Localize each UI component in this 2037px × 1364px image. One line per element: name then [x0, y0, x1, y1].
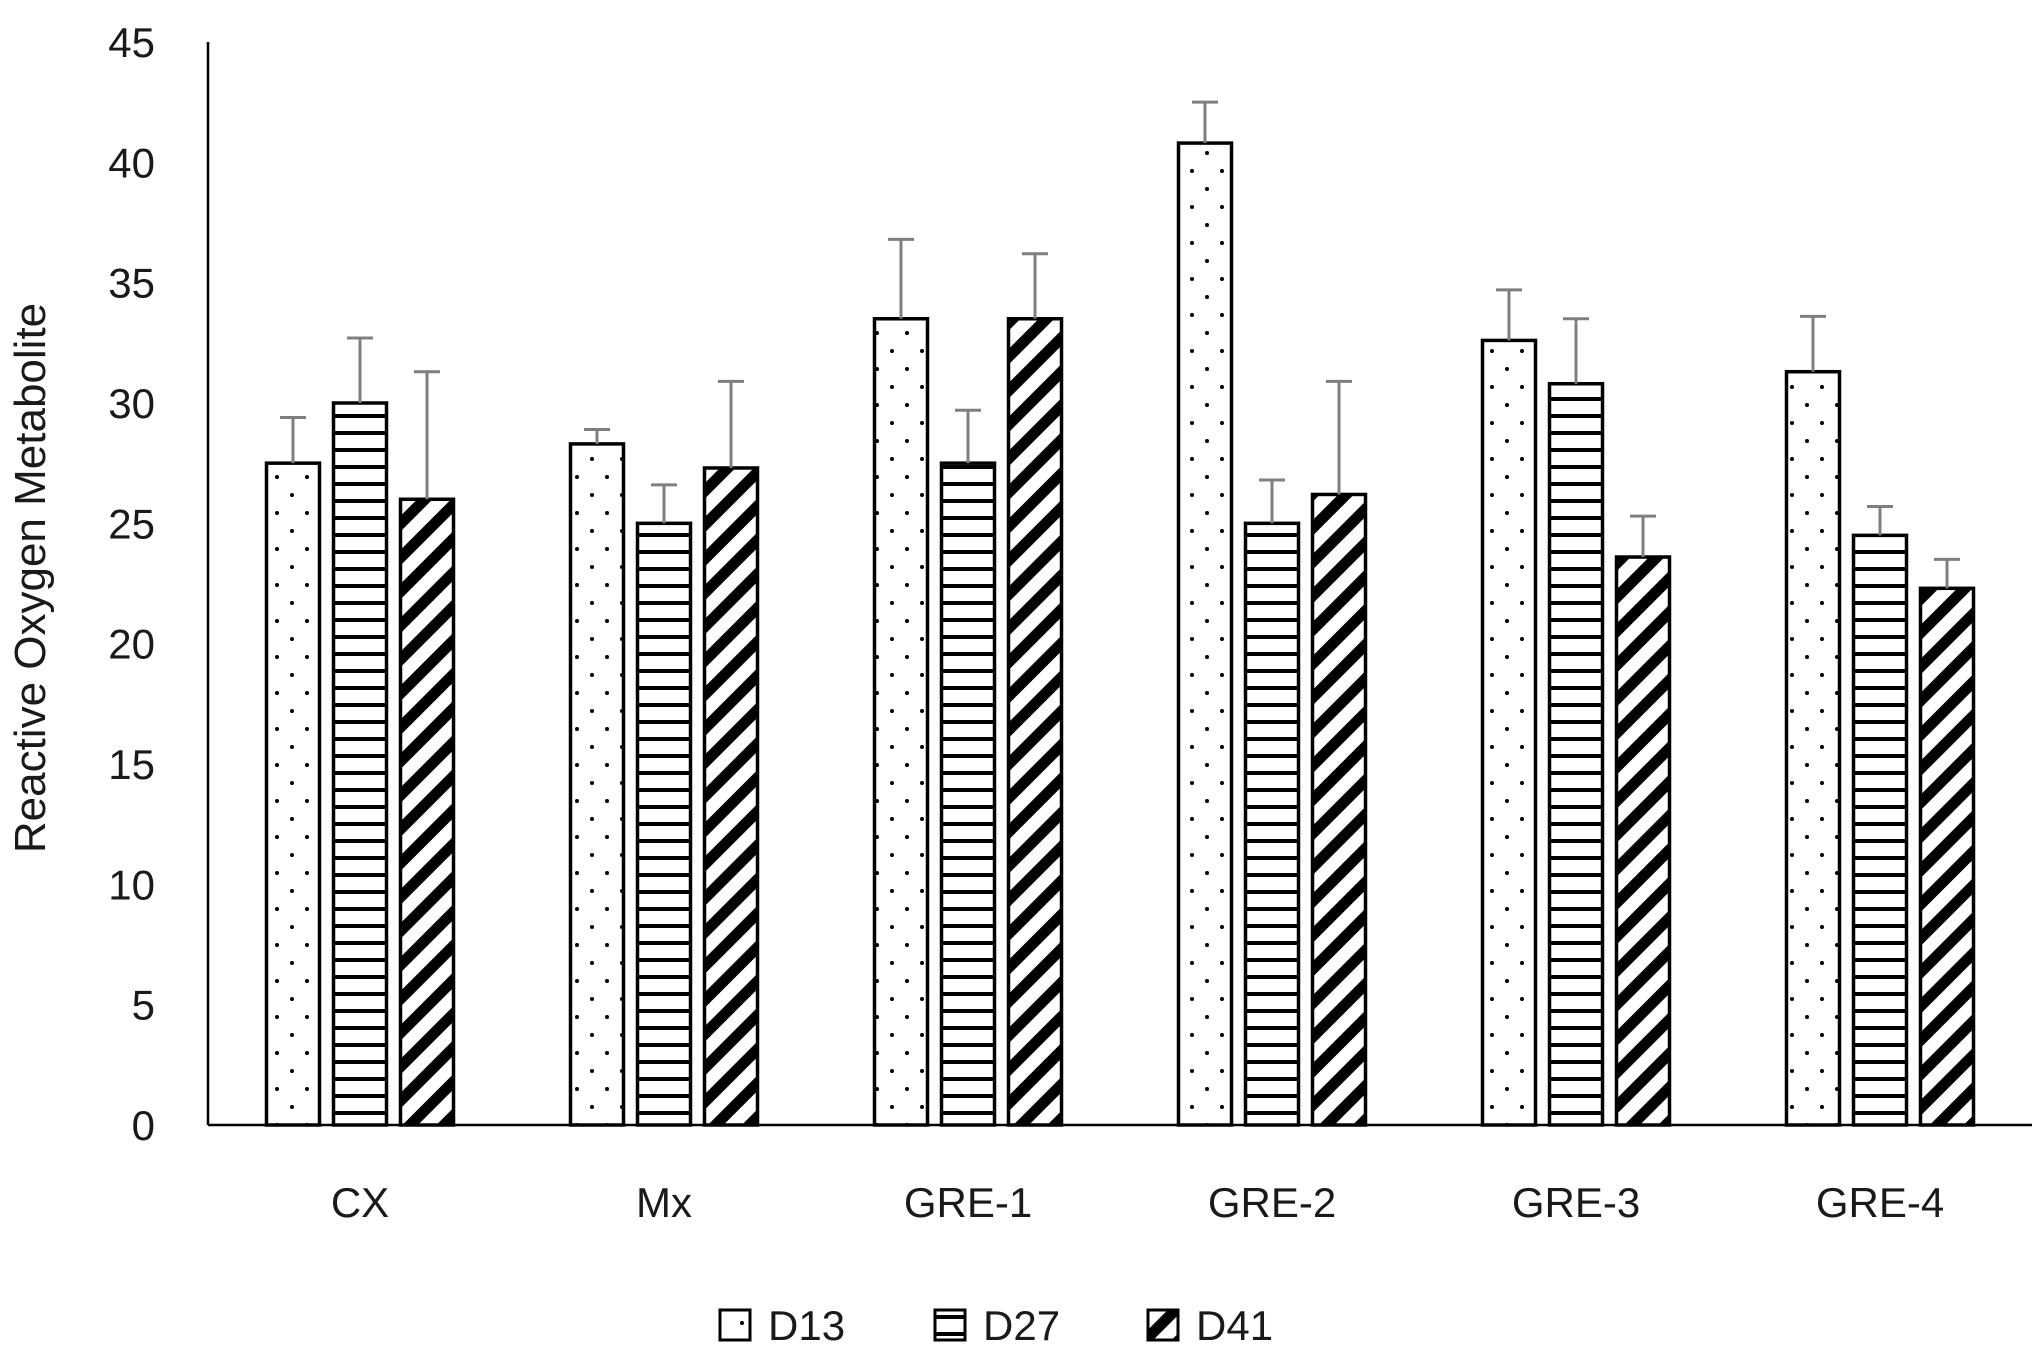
- bar-group-gre-3: [1480, 338, 1672, 1127]
- y-axis-title: Reactive Oxygen Metabolite: [6, 303, 55, 853]
- y-tick-labels: 0 5 10 15 20 25 30 35 40 45: [108, 19, 155, 1149]
- y-tick-label: 35: [108, 260, 155, 307]
- bar-d41-mx: [702, 466, 760, 1127]
- bar-group-gre-2: [1176, 141, 1368, 1127]
- legend: D13 D27 D41: [718, 1302, 1273, 1349]
- bar-d27-gre-3: [1547, 381, 1605, 1127]
- bar-d13-gre-2: [1176, 141, 1234, 1127]
- legend-label: D13: [768, 1302, 845, 1349]
- error-bar-d13-mx: [584, 427, 610, 444]
- bar-d27-gre-2: [1243, 521, 1301, 1127]
- y-tick-label: 45: [108, 19, 155, 66]
- error-bars: [280, 100, 1960, 589]
- y-tick-label: 10: [108, 861, 155, 908]
- bar-d27-cx: [331, 401, 389, 1127]
- y-tick-label: 25: [108, 500, 155, 547]
- bar-group-gre-4: [1784, 369, 1976, 1127]
- x-tick-label: GRE-3: [1512, 1179, 1640, 1226]
- category-labels: CX Mx GRE-1 GRE-2 GRE-3 GRE-4: [331, 1179, 1944, 1226]
- x-tick-label: Mx: [636, 1179, 692, 1226]
- y-tick-label: 5: [132, 982, 155, 1029]
- error-bar-d41-cx: [414, 370, 440, 500]
- axes: [206, 42, 2032, 1127]
- bar-d41-gre-4: [1918, 586, 1976, 1127]
- bar-d41-gre-3: [1614, 555, 1672, 1127]
- legend-swatch-d27: [933, 1308, 967, 1342]
- error-bar-d27-gre-1: [955, 408, 981, 464]
- bar-d13-cx: [264, 461, 322, 1127]
- bar-d41-gre-2: [1310, 492, 1368, 1127]
- x-tick-label: GRE-4: [1816, 1179, 1944, 1226]
- y-tick-label: 40: [108, 139, 155, 186]
- bar-d41-cx: [398, 497, 456, 1127]
- error-bar-d41-gre-1: [1022, 252, 1048, 319]
- error-bar-d27-gre-4: [1867, 504, 1893, 536]
- legend-item-d41: D41: [1146, 1302, 1273, 1349]
- error-bar-d27-gre-3: [1563, 317, 1589, 384]
- y-axis-label: Reactive Oxygen Metabolite: [6, 303, 55, 853]
- error-bar-d41-gre-3: [1630, 514, 1656, 558]
- error-bar-d27-gre-2: [1259, 478, 1285, 524]
- legend-swatch-d41: [1146, 1308, 1180, 1342]
- error-bar-d41-gre-4: [1934, 557, 1960, 589]
- x-tick-label: CX: [331, 1179, 389, 1226]
- legend-label: D27: [983, 1302, 1060, 1349]
- error-bar-d13-cx: [280, 415, 306, 464]
- error-bar-d13-gre-4: [1800, 314, 1826, 372]
- error-bar-d27-mx: [651, 483, 677, 524]
- error-bar-d27-cx: [347, 336, 373, 403]
- bar-d27-gre-4: [1851, 533, 1909, 1127]
- y-tick-label: 20: [108, 621, 155, 668]
- error-bar-d13-gre-1: [888, 237, 914, 319]
- bar-d13-gre-4: [1784, 369, 1842, 1127]
- error-bar-d13-gre-3: [1496, 288, 1522, 341]
- bar-group-mx: [568, 442, 760, 1127]
- bar-d27-gre-1: [939, 461, 997, 1127]
- bar-d13-mx: [568, 442, 626, 1127]
- error-bar-d41-mx: [718, 379, 744, 468]
- x-tick-label: GRE-2: [1208, 1179, 1336, 1226]
- y-tick-label: 15: [108, 741, 155, 788]
- legend-label: D41: [1196, 1302, 1273, 1349]
- legend-swatch-d13: [718, 1308, 752, 1342]
- bar-groups: [264, 141, 1976, 1127]
- error-bar-d41-gre-2: [1326, 379, 1352, 495]
- bar-d13-gre-3: [1480, 338, 1538, 1127]
- bar-d13-gre-1: [872, 317, 930, 1127]
- bar-d41-gre-1: [1006, 317, 1064, 1127]
- legend-item-d27: D27: [933, 1302, 1060, 1349]
- legend-item-d13: D13: [718, 1302, 845, 1349]
- bar-d27-mx: [635, 521, 693, 1127]
- x-tick-label: GRE-1: [904, 1179, 1032, 1226]
- error-bar-d13-gre-2: [1192, 100, 1218, 144]
- y-tick-label: 0: [132, 1102, 155, 1149]
- bar-group-cx: [264, 401, 456, 1127]
- y-tick-label: 30: [108, 380, 155, 427]
